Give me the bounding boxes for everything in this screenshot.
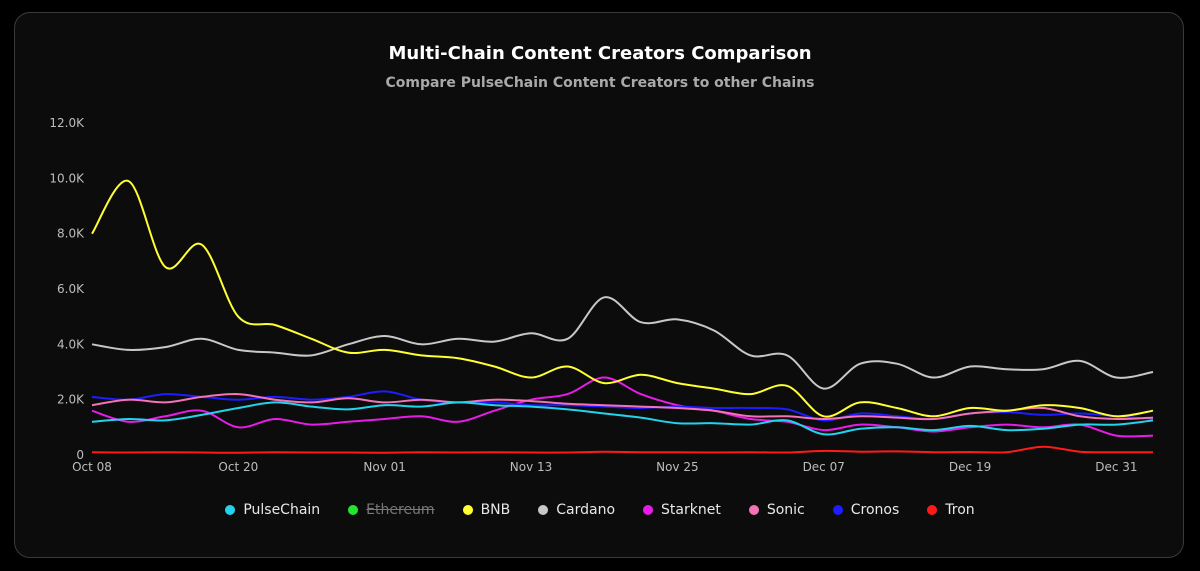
legend-label: BNB xyxy=(480,502,511,518)
legend-item-starknet[interactable]: Starknet xyxy=(643,502,721,518)
series-line-bnb[interactable] xyxy=(91,180,1154,418)
x-tick-label: Oct 20 xyxy=(218,460,258,474)
y-tick-label: 0 xyxy=(76,448,84,462)
chart-subtitle: Compare PulseChain Content Creators to o… xyxy=(385,75,815,91)
legend-item-sonic[interactable]: Sonic xyxy=(748,502,805,518)
y-tick-label: 4.0K xyxy=(57,337,85,351)
legend-swatch xyxy=(348,505,359,515)
series-line-tron[interactable] xyxy=(91,445,1154,454)
y-tick-label: 8.0K xyxy=(57,227,85,241)
legend-swatch xyxy=(927,505,938,515)
legend-swatch xyxy=(748,505,759,515)
legend-item-tron[interactable]: Tron xyxy=(927,502,975,518)
series-line-cardano[interactable] xyxy=(91,296,1154,390)
x-tick-label: Oct 08 xyxy=(72,460,112,474)
x-tick-label: Nov 01 xyxy=(363,460,406,474)
x-tick-label: Dec 31 xyxy=(1095,460,1137,474)
legend-label: Ethereum xyxy=(366,502,435,518)
legend-swatch xyxy=(643,505,654,515)
legend-label: Cronos xyxy=(850,502,900,518)
y-tick-label: 2.0K xyxy=(57,393,85,407)
chart-card xyxy=(14,12,1184,558)
x-tick-label: Dec 19 xyxy=(949,460,991,474)
y-tick-label: 10.0K xyxy=(49,171,85,185)
x-tick-label: Dec 07 xyxy=(803,460,845,474)
series-line-sonic[interactable] xyxy=(91,393,1154,421)
legend-label: Cardano xyxy=(556,502,616,518)
legend-item-bnb[interactable]: BNB xyxy=(462,502,511,518)
chart-title: Multi-Chain Content Creators Comparison xyxy=(388,43,812,64)
legend-swatch xyxy=(832,505,843,515)
legend-item-pulsechain[interactable]: PulseChain xyxy=(225,502,320,518)
legend-swatch xyxy=(462,505,473,515)
y-tick-label: 12.0K xyxy=(49,116,85,130)
x-tick-label: Nov 25 xyxy=(656,460,699,474)
legend-item-cardano[interactable]: Cardano xyxy=(538,502,615,518)
y-tick-label: 6.0K xyxy=(57,282,85,296)
x-tick-label: Nov 13 xyxy=(510,460,553,474)
series-line-pulsechain[interactable] xyxy=(91,401,1154,436)
legend-swatch xyxy=(538,505,549,515)
legend-item-cronos[interactable]: Cronos xyxy=(832,502,900,518)
legend-label: Starknet xyxy=(661,502,721,518)
series-line-starknet[interactable] xyxy=(91,376,1154,438)
legend-swatch xyxy=(225,505,236,515)
legend-item-ethereum[interactable]: Ethereum xyxy=(348,502,435,518)
legend-label: Tron xyxy=(945,502,975,518)
legend-label: Sonic xyxy=(766,502,805,518)
legend-label: PulseChain xyxy=(243,502,321,518)
chart-legend: PulseChain Ethereum BNB Cardano Starknet Soni… xyxy=(0,502,1200,518)
